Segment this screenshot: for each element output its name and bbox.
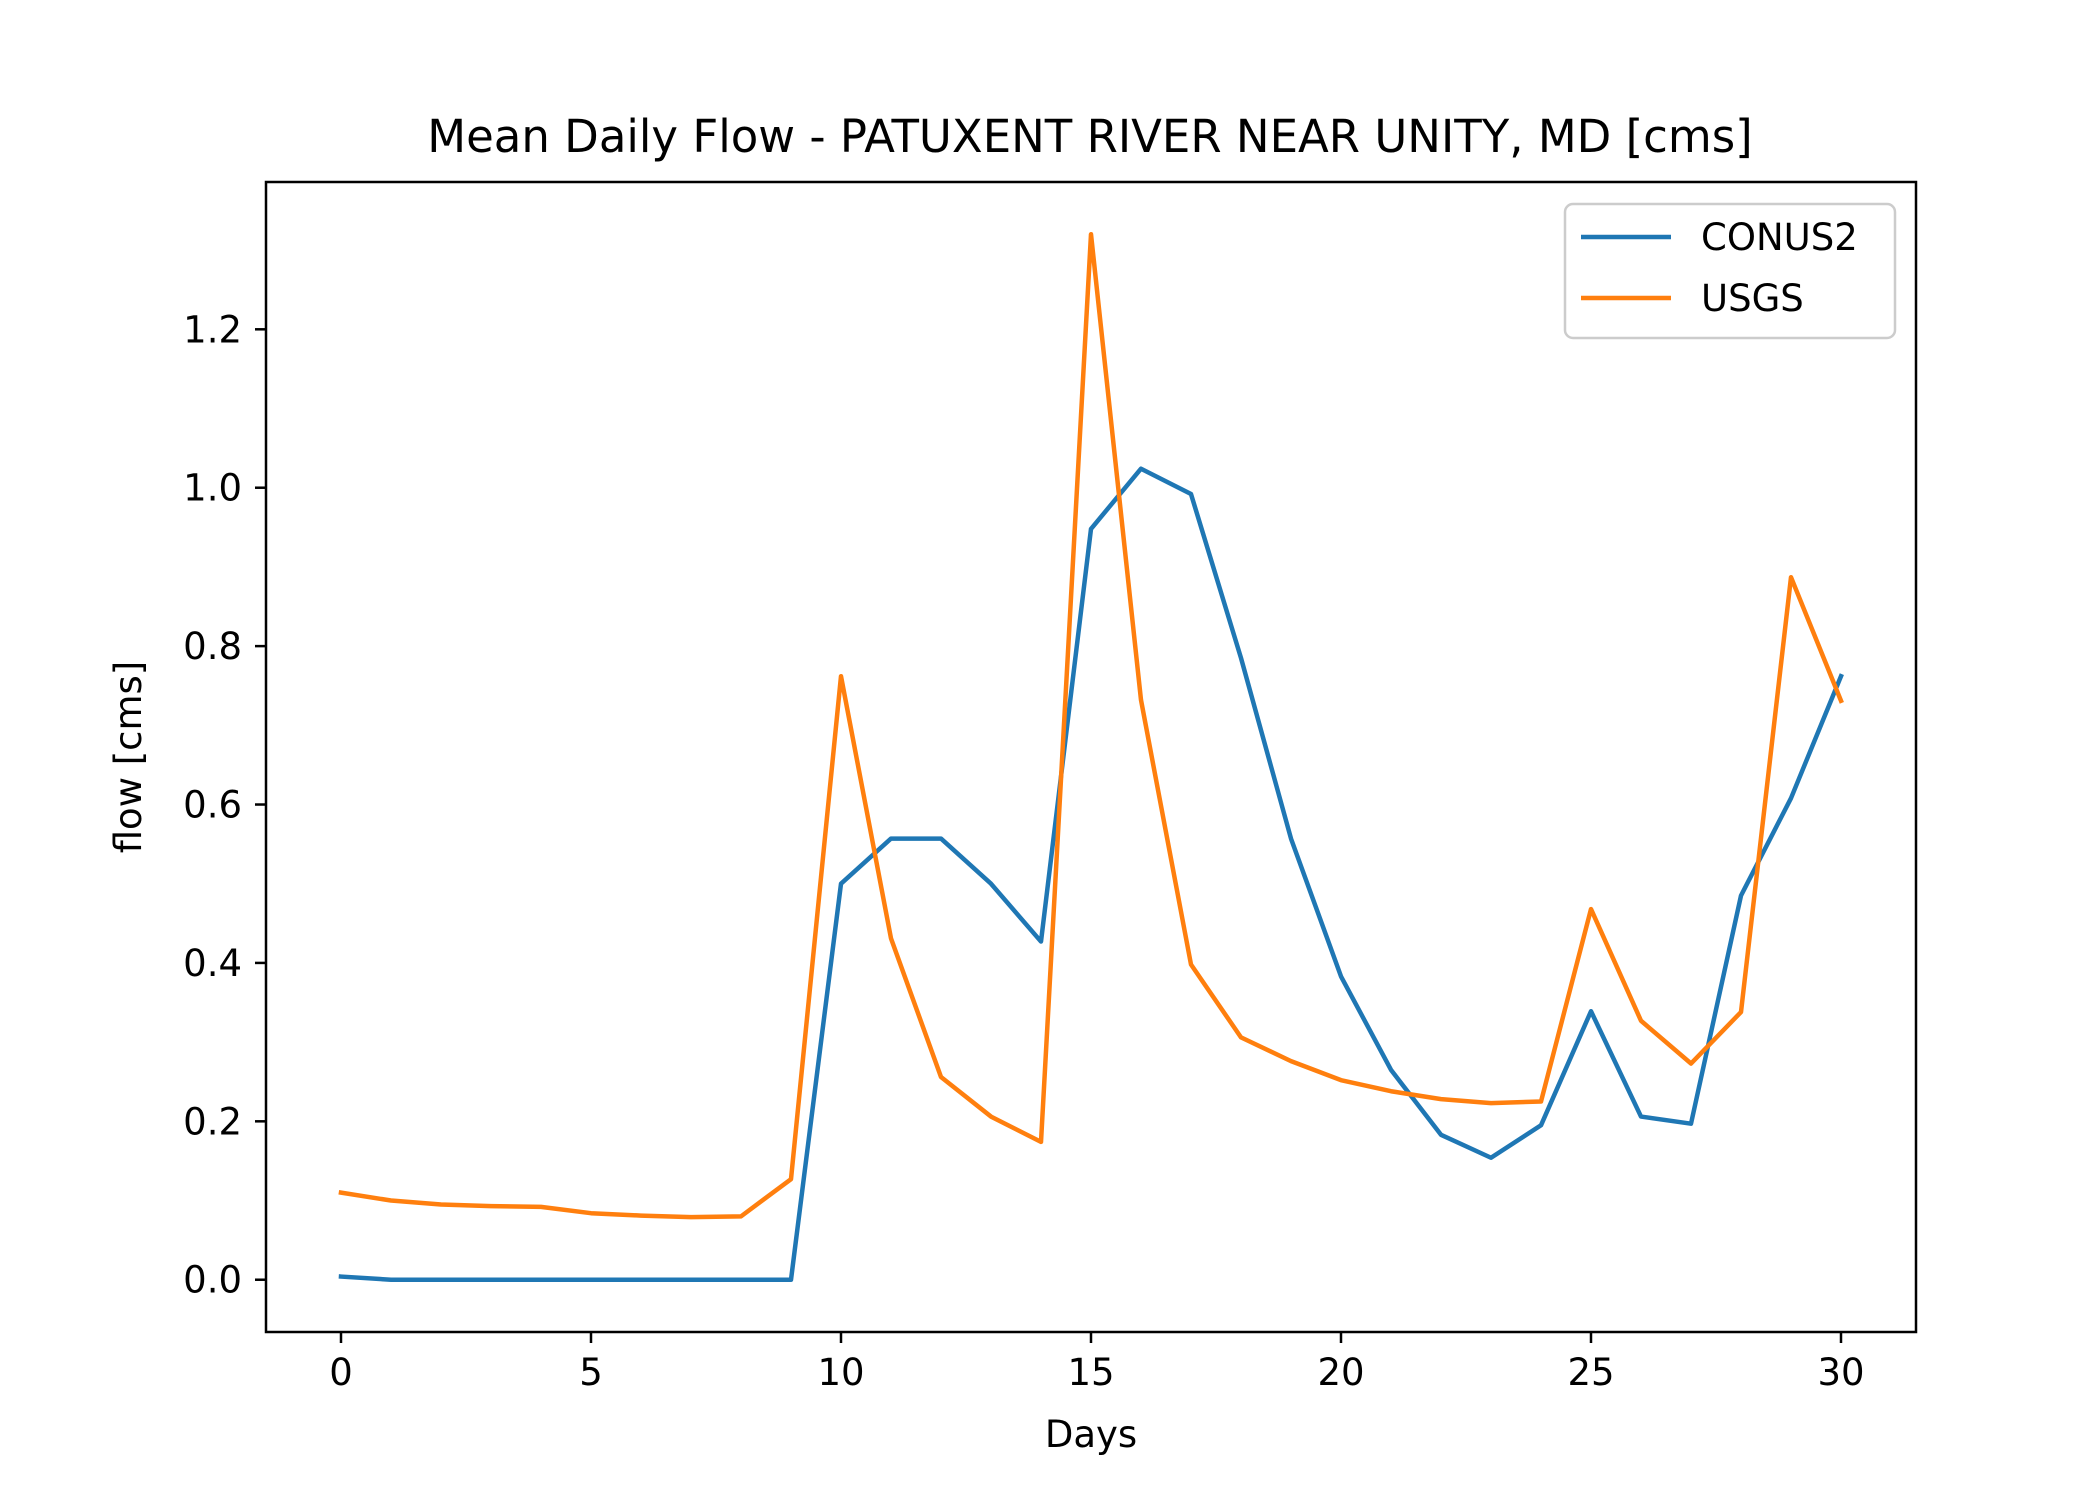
plot-background (266, 182, 1916, 1332)
x-tick-label: 30 (1817, 1351, 1864, 1394)
x-tick-label: 0 (329, 1351, 353, 1394)
series-layer (338, 232, 1844, 1282)
x-tick-label: 10 (817, 1351, 864, 1394)
x-tick-label: 25 (1567, 1351, 1614, 1394)
legend: CONUS2 USGS (1563, 202, 1897, 340)
x-tick-label: 5 (579, 1351, 603, 1394)
legend-label-usgs: USGS (1701, 277, 1804, 320)
y-tick-label: 0.4 (183, 942, 242, 985)
legend-label-conus2: CONUS2 (1701, 216, 1858, 259)
x-tick-label: 15 (1067, 1351, 1114, 1394)
y-tick-label: 0.0 (183, 1259, 242, 1302)
series-line-usgs (338, 232, 1844, 1220)
y-axis: 0.0 0.2 0.4 0.6 0.8 1.0 1.2 (183, 308, 266, 1302)
y-tick-label: 1.0 (183, 467, 242, 510)
y-axis-label: flow [cms] (107, 661, 150, 854)
x-axis: 0 5 10 15 20 25 30 (329, 1332, 1865, 1394)
chart-title: Mean Daily Flow - PATUXENT RIVER NEAR UN… (427, 110, 1752, 163)
x-tick-label: 20 (1317, 1351, 1364, 1394)
y-tick-label: 0.6 (183, 784, 242, 827)
series-line-conus2 (338, 466, 1844, 1282)
y-tick-label: 0.2 (183, 1100, 242, 1143)
y-tick-label: 0.8 (183, 625, 242, 668)
plot-area (264, 180, 1918, 1334)
y-tick-label: 1.2 (183, 308, 242, 351)
x-axis-label: Days (1045, 1413, 1137, 1456)
